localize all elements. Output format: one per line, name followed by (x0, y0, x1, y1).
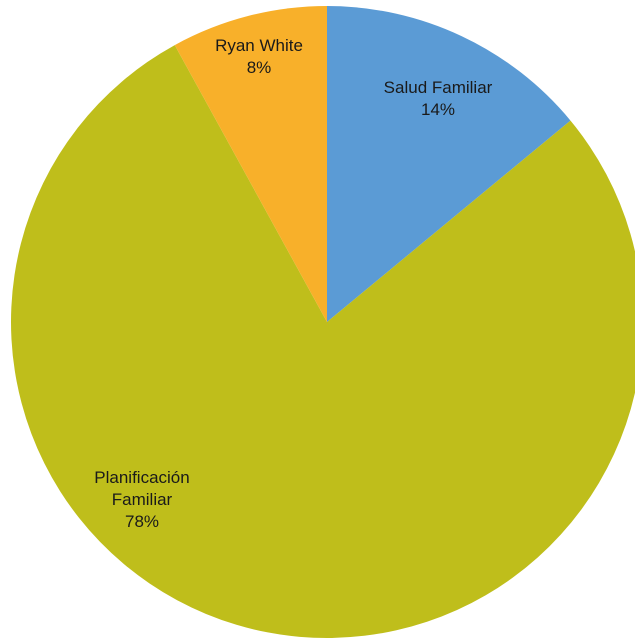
slice-name-label: Ryan White (215, 36, 303, 55)
slice-percent-label: 8% (247, 58, 272, 77)
pie-slice-1 (327, 6, 571, 322)
pie-slices (11, 6, 635, 638)
slice-label-2: Planificación Familiar 78% (94, 468, 189, 531)
pie-slice-2 (11, 45, 635, 638)
pie-labels: Salud Familiar 14% Planificación Familiar 78… (94, 36, 492, 531)
slice-label-1: Salud Familiar 14% (384, 78, 493, 119)
slice-percent-label: 14% (421, 100, 455, 119)
slice-name-label: Salud Familiar (384, 78, 493, 97)
slice-name-label: Planificación (94, 468, 189, 487)
slice-label-3: Ryan White 8% (215, 36, 303, 77)
pie-slice-3 (174, 6, 327, 322)
slice-percent-label: 78% (125, 512, 159, 531)
slice-name-label: Familiar (112, 490, 173, 509)
